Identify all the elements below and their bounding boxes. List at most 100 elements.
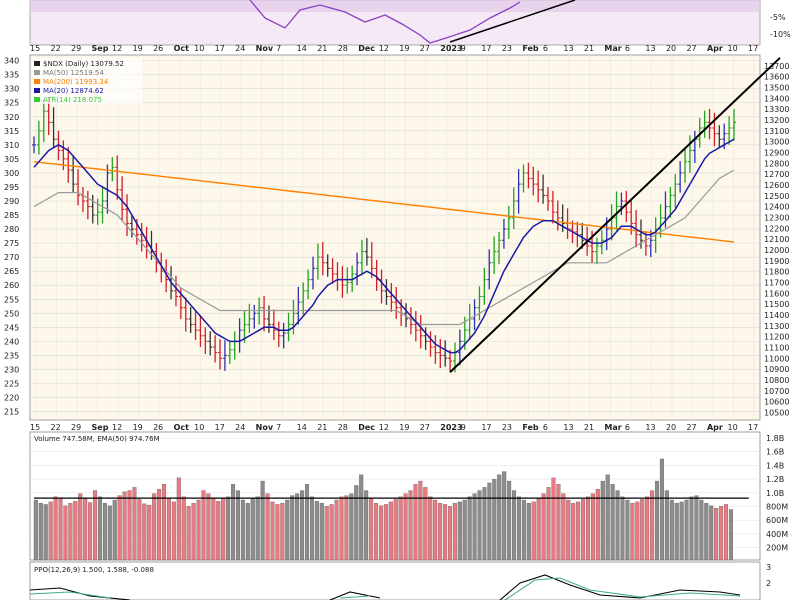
price-bottom-x-tick-label: 13 — [645, 423, 655, 432]
volume-bar — [33, 499, 38, 561]
price-bottom-x-tick-label: 14 — [297, 423, 307, 432]
ma20-line — [33, 138, 735, 354]
volume-bar — [610, 484, 615, 561]
legend-swatch — [34, 79, 40, 84]
volume-bar — [216, 501, 221, 561]
volume-bar — [625, 499, 630, 561]
volume-bar — [53, 496, 58, 561]
volume-bar — [78, 493, 83, 561]
volume-bar — [117, 495, 122, 561]
volume-bar — [403, 493, 408, 561]
volume-bar — [344, 495, 349, 561]
price-bottom-x-tick-label: 12 — [112, 423, 122, 432]
volume-bar — [309, 496, 314, 561]
price-top-x-tick-label: Feb — [522, 44, 539, 53]
volume-bar — [147, 504, 152, 561]
volume-bar — [221, 498, 226, 561]
price-top-x-tick-label: Oct — [174, 44, 190, 53]
volume-bar — [152, 493, 157, 561]
price-top-x-tick-label: 10 — [727, 44, 737, 53]
volume-bar — [388, 501, 393, 561]
volume-bar — [304, 484, 310, 561]
volume-bar — [324, 506, 329, 561]
price-bottom-x-tick-label: 6 — [625, 423, 630, 432]
volume-bar — [334, 499, 339, 561]
volume-bar — [659, 458, 664, 561]
price-right-tick-label: 11000 — [764, 354, 789, 363]
volume-bar — [679, 501, 684, 561]
volume-bar — [684, 499, 689, 561]
price-right-tick-label: 12700 — [764, 170, 789, 179]
volume-bar — [211, 497, 216, 561]
price-top-x-tick-label: 10 — [194, 44, 204, 53]
volume-bar — [497, 474, 502, 561]
volume-bar — [226, 496, 231, 561]
volume-bar — [408, 490, 413, 561]
volume-bar — [728, 509, 733, 561]
price-top-x-tick-label: 28 — [338, 44, 348, 53]
volume-bar — [512, 490, 517, 561]
volume-bar — [516, 496, 521, 561]
volume-bar — [285, 499, 290, 561]
legend-label: MA(20) 12874.62 — [43, 87, 104, 95]
price-right-tick-label: 13500 — [764, 83, 789, 92]
price-bottom-x-tick-label: Oct — [174, 423, 190, 432]
legend-swatch — [34, 88, 40, 93]
volume-bar — [462, 499, 467, 561]
price-top-x-tick-label: Dec — [358, 44, 375, 53]
volume-bar — [97, 496, 102, 561]
volume-bar — [73, 501, 78, 561]
volume-bar — [349, 493, 354, 561]
volume-right-tick-label: 1.8B — [766, 434, 784, 443]
volume-bar — [694, 495, 699, 561]
volume-bar — [166, 497, 171, 561]
price-left-tick-label: 250 — [4, 309, 19, 318]
volume-bar — [339, 496, 344, 561]
price-left-tick-label: 335 — [4, 71, 19, 80]
price-bottom-x-tick-label: 7 — [276, 423, 281, 432]
price-bottom-x-tick-label: Apr — [707, 423, 723, 432]
volume-bar — [142, 503, 147, 561]
volume-bar — [93, 490, 98, 561]
price-right-tick-label: 11200 — [764, 333, 789, 342]
ppo-panel-bg — [29, 561, 761, 600]
price-bottom-x-tick-label: Nov — [256, 423, 274, 432]
volume-bar — [102, 503, 107, 561]
price-right-tick-label: 10900 — [764, 365, 789, 374]
volume-right-tick-label: 400M — [766, 530, 788, 539]
price-left-tick-label: 275 — [4, 239, 19, 248]
price-bottom-x-tick-label: Feb — [522, 423, 539, 432]
price-bottom-x-tick-label: 22 — [51, 423, 61, 432]
volume-bar — [719, 506, 724, 561]
volume-bar — [571, 503, 576, 561]
price-right-tick-label: 13700 — [764, 62, 789, 71]
price-top-x-tick-label: 12 — [379, 44, 389, 53]
volume-bar — [393, 499, 398, 561]
volume-bar — [68, 503, 73, 561]
volume-bar — [398, 496, 403, 561]
price-top-x-tick-label: 19 — [399, 44, 409, 53]
volume-right-tick-label: 800M — [766, 503, 788, 512]
price-left-tick-label: 285 — [4, 211, 19, 220]
volume-bar — [467, 496, 472, 561]
volume-bar — [674, 503, 679, 561]
price-right-tick-label: 12300 — [764, 213, 789, 222]
top-indicator-panel: -5% -10% — [29, 0, 791, 46]
volume-right-tick-label: 600M — [766, 516, 788, 525]
price-bottom-x-tick-label: 12 — [379, 423, 389, 432]
price-top-x-tick-label: 27 — [420, 44, 430, 53]
volume-bar — [536, 497, 541, 561]
legend-swatch — [34, 97, 40, 102]
volume-bar — [132, 487, 137, 561]
volume-bar — [112, 499, 117, 561]
volume-bar — [186, 506, 191, 561]
price-right-tick-label: 10700 — [764, 387, 789, 396]
volume-bar — [650, 490, 655, 561]
price-bottom-x-tick-label: 17 — [481, 423, 491, 432]
price-bottom-x-tick-label: 21 — [317, 423, 327, 432]
volume-bar — [457, 501, 462, 561]
price-left-tick-label: 255 — [4, 295, 19, 304]
volume-bar — [38, 503, 43, 561]
price-right-tick-label: 11100 — [764, 343, 789, 352]
volume-bar — [581, 499, 586, 561]
